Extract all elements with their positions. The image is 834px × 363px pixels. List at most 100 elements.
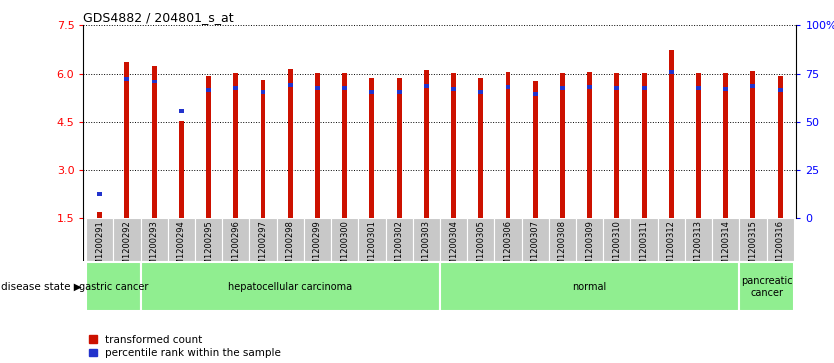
Bar — [168, 218, 195, 261]
Text: GSM1200309: GSM1200309 — [585, 220, 594, 276]
Text: GSM1200310: GSM1200310 — [612, 220, 621, 276]
Text: GSM1200300: GSM1200300 — [340, 220, 349, 276]
Bar — [587, 85, 592, 89]
Text: GSM1200312: GSM1200312 — [666, 220, 676, 276]
Legend: transformed count, percentile rank within the sample: transformed count, percentile rank withi… — [88, 335, 281, 358]
Text: GSM1200316: GSM1200316 — [776, 220, 785, 276]
Bar — [641, 73, 646, 218]
Bar — [560, 73, 565, 218]
Bar — [141, 262, 440, 311]
Bar — [723, 73, 728, 218]
Text: normal: normal — [572, 282, 607, 292]
Bar — [206, 88, 211, 92]
Bar — [369, 78, 374, 218]
Bar — [222, 218, 249, 261]
Bar — [152, 66, 157, 218]
Text: GSM1200305: GSM1200305 — [476, 220, 485, 276]
Bar — [179, 109, 183, 113]
Bar — [603, 218, 631, 261]
Bar — [739, 218, 766, 261]
Bar — [739, 262, 794, 311]
Bar — [369, 90, 374, 94]
Bar — [249, 218, 277, 261]
Bar — [124, 77, 129, 81]
Bar — [98, 212, 103, 218]
Text: GSM1200311: GSM1200311 — [640, 220, 649, 276]
Bar — [505, 72, 510, 218]
Bar — [451, 87, 456, 91]
Text: disease state ▶: disease state ▶ — [2, 282, 82, 292]
Bar — [723, 87, 728, 91]
Bar — [479, 78, 483, 218]
Text: GSM1200298: GSM1200298 — [286, 220, 294, 276]
Bar — [549, 218, 576, 261]
Bar — [98, 192, 103, 196]
Bar — [315, 73, 320, 218]
Bar — [576, 218, 603, 261]
Bar — [86, 262, 141, 311]
Text: GSM1200307: GSM1200307 — [530, 220, 540, 276]
Bar — [467, 218, 495, 261]
Text: GSM1200294: GSM1200294 — [177, 220, 186, 276]
Bar — [712, 218, 739, 261]
Bar — [669, 50, 674, 218]
Bar — [424, 85, 429, 88]
Bar — [397, 78, 401, 218]
Text: GSM1200292: GSM1200292 — [123, 220, 132, 276]
Text: GSM1200314: GSM1200314 — [721, 220, 731, 276]
Bar — [342, 73, 347, 218]
Bar — [359, 218, 385, 261]
Text: GSM1200295: GSM1200295 — [204, 220, 214, 276]
Bar — [179, 121, 183, 218]
Bar — [751, 71, 756, 218]
Bar — [277, 218, 304, 261]
Bar — [560, 86, 565, 90]
Bar — [288, 69, 293, 218]
Bar — [206, 76, 211, 218]
Bar — [451, 73, 456, 218]
Bar — [113, 218, 141, 261]
Text: GSM1200291: GSM1200291 — [95, 220, 104, 276]
Text: GSM1200303: GSM1200303 — [422, 220, 431, 276]
Text: hepatocellular carcinoma: hepatocellular carcinoma — [229, 282, 352, 292]
Bar — [495, 218, 521, 261]
Bar — [587, 72, 592, 218]
Bar — [631, 218, 658, 261]
Bar — [315, 86, 320, 90]
Bar — [397, 90, 401, 94]
Text: GSM1200313: GSM1200313 — [694, 220, 703, 276]
Bar — [440, 218, 467, 261]
Bar — [751, 84, 756, 87]
Bar — [766, 218, 794, 261]
Bar — [234, 73, 239, 218]
Bar — [385, 218, 413, 261]
Text: GSM1200308: GSM1200308 — [558, 220, 567, 276]
Bar — [260, 90, 265, 94]
Bar — [260, 80, 265, 218]
Bar — [533, 93, 538, 96]
Bar — [86, 218, 113, 261]
Bar — [505, 85, 510, 89]
Bar — [288, 83, 293, 87]
Bar — [615, 86, 620, 90]
Bar — [641, 86, 646, 90]
Bar — [615, 73, 620, 218]
Bar — [777, 88, 782, 92]
Text: GSM1200315: GSM1200315 — [748, 220, 757, 276]
Bar — [777, 76, 782, 218]
Bar — [440, 262, 739, 311]
Bar — [696, 86, 701, 90]
Bar — [521, 218, 549, 261]
Text: pancreatic
cancer: pancreatic cancer — [741, 276, 792, 298]
Bar — [152, 79, 157, 83]
Text: GSM1200299: GSM1200299 — [313, 220, 322, 276]
Bar — [195, 218, 222, 261]
Bar — [331, 218, 359, 261]
Text: GSM1200296: GSM1200296 — [231, 220, 240, 276]
Text: GDS4882 / 204801_s_at: GDS4882 / 204801_s_at — [83, 11, 234, 24]
Bar — [141, 218, 168, 261]
Bar — [658, 218, 685, 261]
Text: GSM1200304: GSM1200304 — [449, 220, 458, 276]
Bar — [685, 218, 712, 261]
Text: GSM1200306: GSM1200306 — [504, 220, 512, 276]
